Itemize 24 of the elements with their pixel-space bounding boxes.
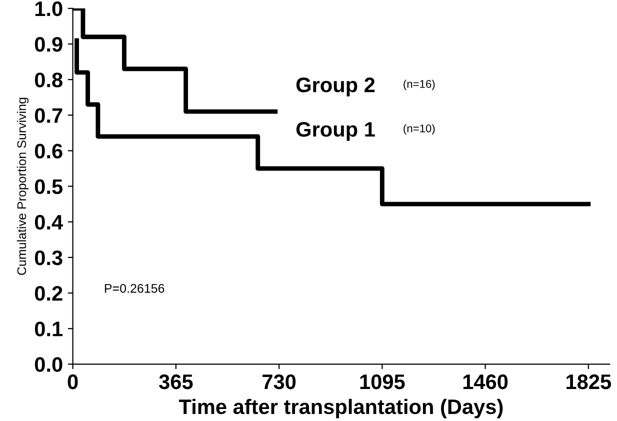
y-tick-label: 0.3 xyxy=(34,250,62,266)
y-tick-label: 0.6 xyxy=(34,144,62,158)
y-tick-label: 0.9 xyxy=(34,36,62,52)
x-tick-label: 1825 xyxy=(566,374,611,390)
y-tick-label: 0.0 xyxy=(34,357,62,372)
x-tick-label: 1095 xyxy=(360,374,405,390)
annotation: P=0.26156 xyxy=(104,284,164,293)
series-label: Group 1 xyxy=(296,122,375,141)
y-axis-title: Cumulative Proportion Surviving xyxy=(16,98,29,275)
y-tick-label: 0.2 xyxy=(34,286,62,301)
y-tick-label: 0.7 xyxy=(34,108,62,123)
x-tick-label: 0 xyxy=(68,374,78,390)
x-axis-title: Time after transplantation (Days) xyxy=(178,398,503,418)
y-tick-label: 0.1 xyxy=(34,322,63,336)
y-tick-label: 0.5 xyxy=(34,179,63,194)
y-tick-label: 0.8 xyxy=(34,72,62,88)
annotation: (n=10) xyxy=(404,124,435,135)
x-tick-label: 730 xyxy=(262,374,296,390)
x-tick-label: 365 xyxy=(159,374,193,390)
y-tick-label: 1.0 xyxy=(35,1,62,16)
x-tick-label: 1460 xyxy=(463,374,508,390)
series-label: Group 2 xyxy=(296,78,375,96)
annotation: (n=16) xyxy=(404,80,435,90)
y-tick-label: 0.4 xyxy=(34,214,63,230)
